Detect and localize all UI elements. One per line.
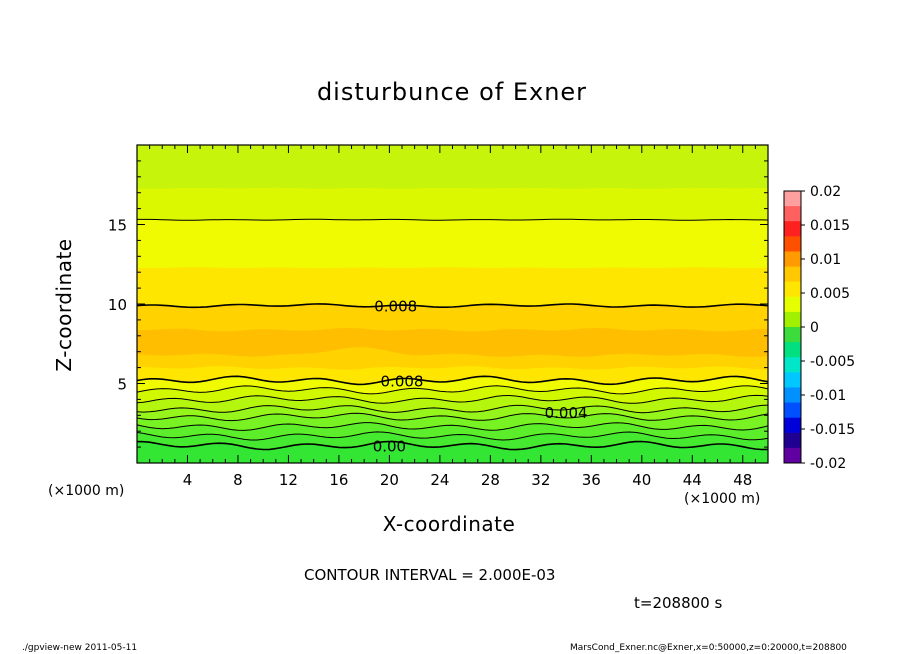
x-tick-label: 48 bbox=[733, 471, 752, 489]
y-tick-label: 5 bbox=[117, 376, 127, 394]
contour-line bbox=[136, 303, 769, 309]
colorbar-tick-label: -0.015 bbox=[810, 422, 855, 438]
chart-title: disturbunce of Exner bbox=[316, 78, 588, 106]
contour-band bbox=[136, 327, 769, 357]
colorbar-swatch bbox=[784, 387, 801, 403]
contour-line bbox=[136, 440, 769, 451]
y-tick-label: 15 bbox=[108, 217, 127, 235]
y-axis-label: Z-coordinate bbox=[52, 238, 76, 372]
contour-line bbox=[136, 431, 769, 441]
x-tick-label: 4 bbox=[183, 471, 193, 489]
x-tick-label: 16 bbox=[329, 471, 348, 489]
contour-line bbox=[136, 385, 769, 395]
colorbar-swatch bbox=[784, 236, 801, 252]
footer-data-source: MarsCond_Exner.nc@Exner,x=0:50000,z=0:20… bbox=[570, 643, 847, 653]
x-axis-unit-left: (×1000 m) bbox=[48, 483, 125, 499]
colorbar-swatch bbox=[784, 221, 801, 237]
x-tick-label: 12 bbox=[279, 471, 298, 489]
contour-label: 0.00 bbox=[373, 438, 406, 456]
contour-line bbox=[136, 394, 769, 404]
contour-band bbox=[136, 303, 769, 332]
colorbar-swatch bbox=[784, 206, 801, 222]
contour-band bbox=[136, 144, 769, 189]
contour-band bbox=[136, 266, 769, 308]
colorbar-tick-label: -0.02 bbox=[810, 456, 846, 472]
contour-label: 0.008 bbox=[381, 372, 424, 390]
colorbar-tick-label: -0.005 bbox=[810, 354, 855, 370]
x-tick-label: 20 bbox=[380, 471, 399, 489]
time-label: t=208800 s bbox=[634, 594, 723, 612]
colorbar-tick-label: 0.01 bbox=[810, 252, 841, 268]
contour-fill-layer bbox=[136, 144, 769, 464]
colorbar: 0.02 0.015 0.01 0.005 0 -0.005 -0.01 -0.015 -0.0… bbox=[783, 184, 855, 472]
colorbar-swatch bbox=[784, 311, 801, 328]
contour-label-layer: 0.008 0.008 0.004 0.00 bbox=[373, 298, 588, 456]
contour-band bbox=[136, 187, 769, 221]
colorbar-swatch bbox=[784, 432, 801, 449]
colorbar-swatch bbox=[784, 266, 801, 283]
colorbar-swatch bbox=[784, 417, 801, 434]
contour-line bbox=[136, 422, 769, 431]
x-tick-label: 24 bbox=[430, 471, 449, 489]
colorbar-swatch bbox=[784, 402, 801, 419]
colorbar-tick-label: -0.01 bbox=[810, 388, 846, 404]
contour-line bbox=[136, 375, 769, 386]
colorbar-tick-label: 0.015 bbox=[810, 218, 850, 234]
contour-line bbox=[137, 218, 769, 221]
x-tick-label: 40 bbox=[632, 471, 651, 489]
colorbar-swatch bbox=[784, 251, 801, 267]
colorbar-swatch bbox=[784, 447, 801, 464]
contour-interval-text: CONTOUR INTERVAL = 2.000E-03 bbox=[304, 566, 556, 584]
colorbar-swatch bbox=[784, 296, 801, 313]
colorbar-swatch bbox=[784, 327, 801, 343]
x-axis-label: X-coordinate bbox=[382, 512, 516, 536]
x-tick-label: 36 bbox=[582, 471, 601, 489]
footer-program-date: ./gpview-new 2011-05-11 bbox=[22, 643, 138, 653]
colorbar-swatch bbox=[784, 342, 801, 358]
contour-line-layer bbox=[136, 218, 769, 451]
contour-line bbox=[136, 412, 769, 422]
contour-band bbox=[136, 218, 769, 269]
colorbar-swatch bbox=[784, 191, 801, 207]
colorbar-tick-label: 0 bbox=[810, 320, 819, 336]
contour-label: 0.004 bbox=[545, 404, 588, 422]
contour-label: 0.008 bbox=[374, 298, 417, 316]
colorbar-tick-label: 0.02 bbox=[810, 184, 841, 200]
colorbar-tick-label: 0.005 bbox=[810, 286, 850, 302]
colorbar-swatch bbox=[784, 357, 801, 373]
y-tick-label: 10 bbox=[108, 296, 127, 314]
colorbar-swatch bbox=[784, 281, 801, 298]
x-tick-label: 28 bbox=[481, 471, 500, 489]
x-tick-label: 44 bbox=[683, 471, 702, 489]
colorbar-swatch bbox=[784, 372, 801, 388]
x-tick-label: 32 bbox=[531, 471, 550, 489]
x-axis-unit-right: (×1000 m) bbox=[684, 491, 761, 507]
x-tick-label: 8 bbox=[233, 471, 243, 489]
contour-line bbox=[136, 404, 769, 414]
